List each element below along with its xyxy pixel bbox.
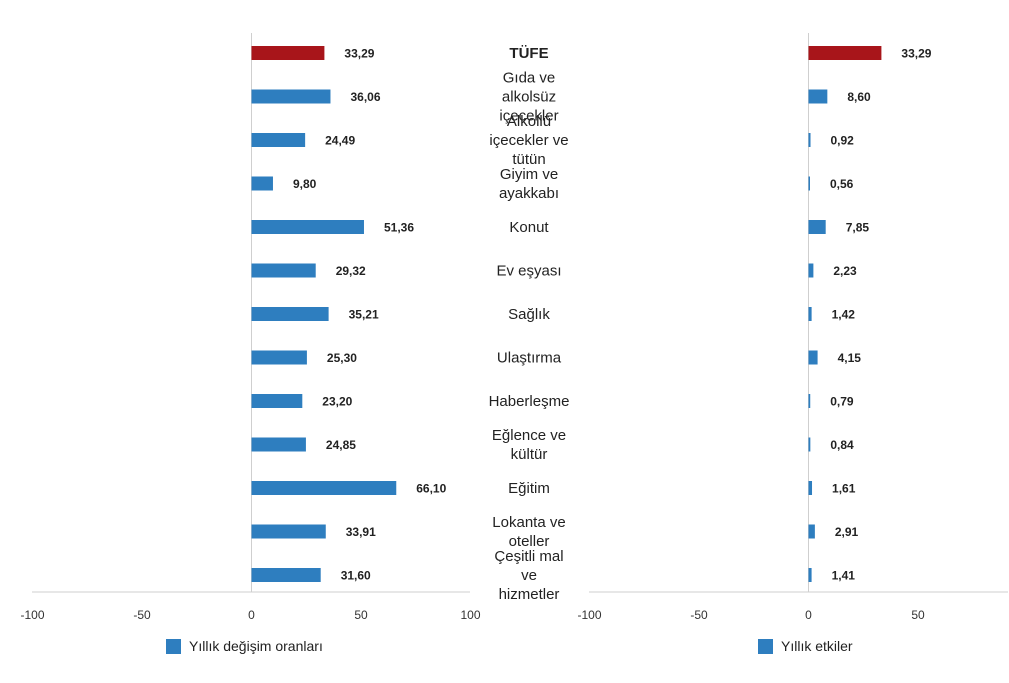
panel2-value-label-7: 4,15	[838, 351, 862, 365]
legend-right-swatch	[758, 638, 773, 654]
category-label-10-line-0: Eğitim	[508, 480, 550, 497]
category-label-6-line-0: Sağlık	[508, 306, 550, 323]
panel2-bar-6	[808, 307, 812, 321]
panel2-value-label-6: 1,42	[832, 308, 856, 322]
panel1-value-label-0: 33,29	[344, 47, 374, 61]
panel1-tick-label-3: 50	[354, 608, 368, 622]
panel1-bar-9	[251, 437, 306, 452]
panel2-bar-1	[808, 89, 828, 104]
panel2-value-label-2: 0,92	[831, 134, 855, 148]
panel1-bar-6	[251, 307, 329, 321]
panel1-bar-8	[251, 394, 303, 408]
panel1-value-label-2: 24,49	[325, 134, 355, 148]
panel2-value-label-3: 0,56	[830, 177, 854, 191]
panel1-bar-10	[251, 481, 397, 495]
panel2-value-label-10: 1,61	[832, 482, 856, 496]
panel1-bar-1	[251, 89, 331, 104]
panel1-value-label-5: 29,32	[336, 264, 366, 278]
panel1-bar-12	[251, 568, 321, 582]
panel1-bar-4	[251, 220, 364, 234]
panel1-value-label-7: 25,30	[327, 351, 357, 365]
panel1-value-label-11: 33,91	[346, 525, 376, 539]
panel2-value-label-8: 0,79	[830, 395, 854, 409]
panel2-bar-9	[808, 437, 811, 452]
panel1-value-label-10: 66,10	[416, 482, 446, 496]
category-label-3-line-1: ayakkabı	[499, 185, 559, 202]
panel1-tick-label-0: -100	[20, 608, 44, 622]
category-label-11-line-1: oteller	[509, 533, 550, 550]
panel1-bar-0	[251, 46, 325, 60]
panel1-value-label-9: 24,85	[326, 438, 356, 452]
panel1-value-label-6: 35,21	[349, 308, 379, 322]
panel1-value-label-8: 23,20	[322, 395, 352, 409]
legend-left: Yıllık değişim oranları	[166, 638, 323, 654]
panel1-bar-7	[251, 350, 307, 365]
category-label-9-line-1: kültür	[511, 446, 548, 463]
panel1-bar-2	[251, 133, 306, 147]
panel2-tick-label-3: 50	[911, 608, 925, 622]
panel2-value-label-4: 7,85	[846, 221, 870, 235]
panel2-value-label-5: 2,23	[833, 264, 857, 278]
panel2-bar-10	[808, 481, 813, 495]
category-label-11-line-0: Lokanta ve	[492, 514, 565, 531]
panel2-value-label-1: 8,60	[847, 90, 871, 104]
panel2-tick-label-2: 0	[805, 608, 812, 622]
category-label-2-line-1: içecekler ve	[489, 132, 568, 149]
panel1-bar-5	[251, 263, 316, 278]
panel1-tick-label-4: 100	[460, 608, 480, 622]
panel1-value-label-4: 51,36	[384, 221, 414, 235]
category-label-7-line-0: Ulaştırma	[497, 350, 562, 367]
category-label-12-line-0: Çeşitli mal	[494, 548, 563, 565]
category-label-2-line-2: tütün	[512, 151, 545, 168]
panel1-bar-11	[251, 524, 326, 539]
category-label-12-line-1: ve	[521, 567, 537, 584]
panel2-bar-11	[808, 524, 815, 539]
panel2-bar-7	[808, 350, 818, 365]
category-label-1-line-0: Gıda ve	[503, 70, 556, 87]
panel2-bar-3	[808, 176, 810, 191]
panel2-bar-4	[808, 220, 826, 234]
panel2-value-label-11: 2,91	[835, 525, 859, 539]
panel1-value-label-12: 31,60	[341, 569, 371, 583]
category-label-0-line-0: TÜFE	[509, 45, 548, 62]
category-label-2-line-0: Alkollü	[507, 113, 551, 130]
legend-left-swatch	[166, 638, 181, 654]
category-label-9-line-0: Eğlence ve	[492, 427, 566, 444]
panel2-bar-12	[808, 568, 812, 582]
panel1-tick-label-2: 0	[248, 608, 255, 622]
category-label-4-line-0: Konut	[509, 219, 549, 236]
panel1-tick-label-1: -50	[133, 608, 151, 622]
panel1-value-label-3: 9,80	[293, 177, 317, 191]
category-label-12-line-2: hizmetler	[499, 586, 560, 603]
panel2-bar-2	[808, 133, 811, 147]
panel1-value-label-1: 36,06	[350, 90, 380, 104]
panel2-value-label-12: 1,41	[832, 569, 856, 583]
panel2-value-label-9: 0,84	[830, 438, 854, 452]
panel1-bar-3	[251, 176, 273, 191]
category-label-8-line-0: Haberleşme	[489, 393, 570, 410]
category-label-3-line-0: Giyim ve	[500, 166, 558, 183]
panel2-value-label-0: 33,29	[901, 47, 931, 61]
category-label-1-line-2: içecekler	[499, 108, 558, 125]
panel2-bar-5	[808, 263, 814, 278]
legend-right-label: Yıllık etkiler	[781, 638, 853, 654]
panel2-tick-label-1: -50	[690, 608, 708, 622]
panel2-tick-label-0: -100	[577, 608, 601, 622]
panel2-bar-0	[808, 46, 882, 60]
category-label-1-line-1: alkolsüz	[502, 89, 556, 106]
legend-left-label: Yıllık değişim oranları	[189, 638, 323, 654]
legend-right: Yıllık etkiler	[758, 638, 853, 654]
category-label-5-line-0: Ev eşyası	[496, 263, 561, 280]
panel2-bar-8	[808, 394, 811, 408]
